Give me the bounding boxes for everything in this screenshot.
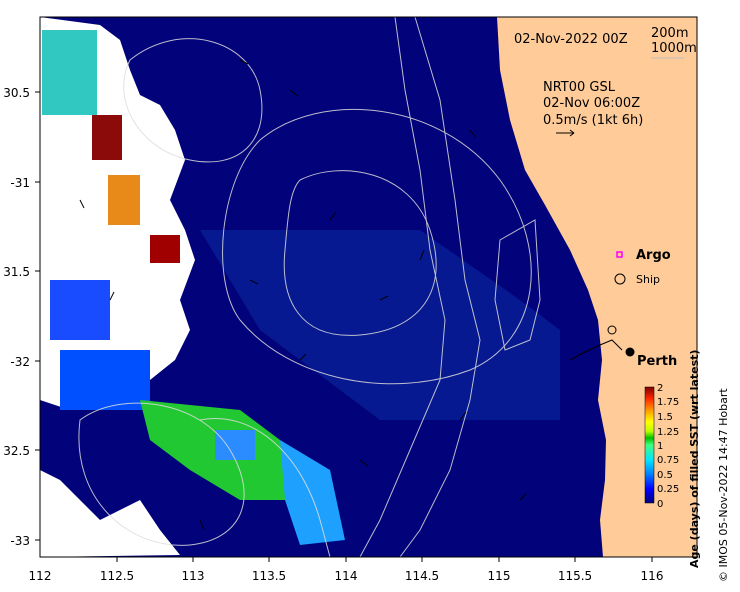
eddy-contour-1 bbox=[283, 170, 437, 336]
contour-200m bbox=[399, 17, 481, 557]
y-tick: -31 bbox=[10, 176, 30, 190]
eddy-contour-5 bbox=[199, 418, 331, 557]
colorbar-tick: 0.5 bbox=[657, 470, 673, 481]
colorbar-tick: 0.25 bbox=[657, 484, 679, 495]
cloud-region-lower bbox=[40, 470, 180, 557]
x-axis-ticks: 112 112.5 113 113.5 114 114.5 115 115.5 … bbox=[29, 569, 664, 583]
city-label: Perth bbox=[637, 354, 677, 369]
plot-border bbox=[39, 16, 698, 558]
shelf-contour bbox=[494, 219, 541, 351]
vector-info-time: 02-Nov 06:00Z bbox=[543, 96, 640, 111]
colorbar-title: Age (days) of filled SST (wrt latest) bbox=[688, 350, 701, 568]
patch-red bbox=[150, 235, 180, 263]
y-axis-ticks: 30.5 -31 31.5 -32 32.5 -33 bbox=[3, 86, 30, 548]
perth-marker bbox=[625, 347, 635, 357]
x-tick: 112.5 bbox=[100, 569, 134, 583]
x-tick: 112 bbox=[29, 569, 52, 583]
argo-marker bbox=[616, 251, 623, 258]
patch-blue-1 bbox=[50, 280, 110, 340]
patch-lightblue bbox=[280, 440, 345, 545]
x-tick-marks bbox=[116, 557, 653, 562]
vector-scale-arrow bbox=[556, 129, 575, 137]
y-tick: 31.5 bbox=[3, 265, 30, 279]
colorbar-tick: 2 bbox=[657, 383, 663, 394]
x-tick: 115 bbox=[488, 569, 511, 583]
colorbar-tick: 1.5 bbox=[657, 412, 673, 423]
colorbar-tick: 1.75 bbox=[657, 397, 679, 408]
colorbar-tick: 1 bbox=[657, 441, 663, 452]
patch-blue-3 bbox=[215, 430, 255, 460]
perth-coastline-detail bbox=[569, 339, 623, 361]
eddy-contour-3 bbox=[123, 38, 263, 163]
ship-label: Ship bbox=[636, 273, 660, 286]
patch-darkred bbox=[92, 115, 122, 160]
ship-track-point bbox=[607, 325, 617, 335]
credit-text: © IMOS 05-Nov-2022 14:47 Hobart bbox=[717, 388, 730, 582]
y-tick: -32 bbox=[10, 355, 30, 369]
eddy-contour-4 bbox=[78, 402, 245, 546]
eddy-contour-2 bbox=[222, 108, 532, 385]
patch-blue-2 bbox=[60, 350, 150, 410]
x-tick: 115.5 bbox=[558, 569, 592, 583]
y-tick-marks bbox=[35, 91, 40, 541]
ocean-band bbox=[200, 230, 560, 420]
patch-cyan bbox=[42, 30, 97, 115]
contour-label-1000m: 1000m bbox=[651, 41, 697, 56]
colorbar-tick: 0 bbox=[657, 499, 663, 510]
patch-orange bbox=[108, 175, 140, 225]
contour-label-200m: 200m bbox=[651, 26, 688, 41]
x-tick: 113.5 bbox=[252, 569, 286, 583]
colorbar-tick: 0.75 bbox=[657, 455, 679, 466]
ship-marker bbox=[614, 273, 626, 285]
date-label: 02-Nov-2022 00Z bbox=[514, 32, 628, 47]
current-vectors bbox=[79, 59, 527, 531]
colorbar-tick: 1.25 bbox=[657, 427, 679, 438]
vector-info-scale: 0.5m/s (1kt 6h) bbox=[543, 113, 643, 128]
contour-1000m bbox=[359, 17, 446, 557]
y-tick: -33 bbox=[10, 534, 30, 548]
y-tick: 32.5 bbox=[3, 444, 30, 458]
colorbar bbox=[644, 386, 655, 504]
colorbar-ticks: 2 1.75 1.5 1.25 1 0.75 0.5 0.25 0 bbox=[657, 383, 679, 510]
y-tick: 30.5 bbox=[3, 86, 30, 100]
x-tick: 113 bbox=[182, 569, 205, 583]
argo-label: Argo bbox=[636, 248, 671, 263]
vector-info-source: NRT00 GSL bbox=[543, 80, 616, 95]
x-tick: 116 bbox=[641, 569, 664, 583]
x-tick: 114 bbox=[335, 569, 358, 583]
x-tick: 114.5 bbox=[405, 569, 439, 583]
